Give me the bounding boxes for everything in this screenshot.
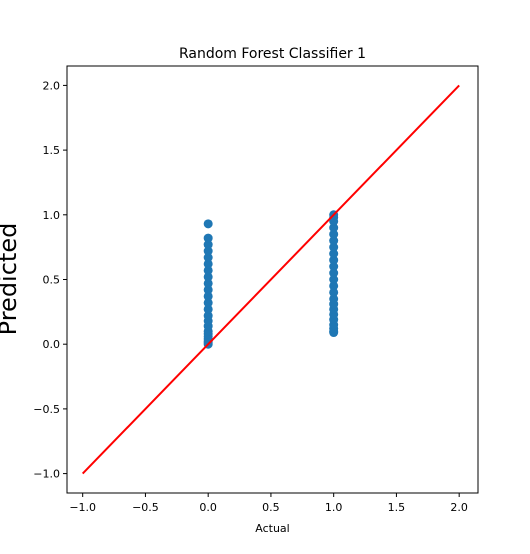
data-point (203, 219, 213, 229)
data-point (203, 259, 213, 269)
x-tick-label: 0.5 (262, 501, 280, 514)
data-point (203, 265, 213, 275)
x-tick-label: 1.0 (325, 501, 343, 514)
data-point (203, 272, 213, 282)
x-axis-label: Actual (255, 522, 289, 535)
data-point (203, 278, 213, 288)
reference-line (81, 84, 460, 475)
data-point (203, 285, 213, 295)
data-point (329, 236, 339, 246)
plot-area (81, 84, 460, 475)
data-point (203, 298, 213, 308)
data-point (329, 275, 339, 284)
x-tick-label: 1.5 (388, 501, 406, 514)
data-point (203, 246, 213, 256)
data-point (329, 229, 339, 239)
y-tick-label: 1.0 (43, 209, 61, 222)
y-tick-label: −1.0 (33, 468, 60, 481)
y-tick-label: −0.5 (33, 403, 60, 416)
y-axis-label: Predicted (0, 223, 22, 336)
y-tick-label: 1.5 (43, 144, 61, 157)
x-axis: −1.0 −0.5 0.0 0.5 1.0 1.5 2.0 (69, 493, 468, 514)
data-point (329, 281, 339, 291)
data-point (329, 262, 339, 272)
y-tick-label: 0.0 (43, 338, 61, 351)
data-point (329, 294, 339, 304)
data-point (203, 233, 213, 243)
y-axis: −1.0 −0.5 0.0 0.5 1.0 1.5 2.0 (33, 79, 67, 481)
data-point (329, 268, 339, 278)
data-point (329, 242, 339, 252)
data-point (203, 240, 213, 250)
y-tick-label: 2.0 (43, 79, 61, 92)
x-tick-label: 2.0 (450, 501, 468, 514)
chart-title: Random Forest Classifier 1 (179, 46, 366, 62)
data-point (203, 311, 213, 321)
x-tick-label: −0.5 (132, 501, 159, 514)
data-point (203, 304, 213, 314)
y-tick-label: 0.5 (43, 274, 61, 287)
data-point (329, 223, 339, 233)
data-point (329, 249, 339, 259)
data-point (203, 253, 213, 263)
x-tick-label: −1.0 (69, 501, 96, 514)
data-point (203, 291, 213, 301)
data-point (329, 287, 339, 297)
x-tick-label: 0.0 (199, 501, 217, 514)
data-point (329, 255, 339, 265)
